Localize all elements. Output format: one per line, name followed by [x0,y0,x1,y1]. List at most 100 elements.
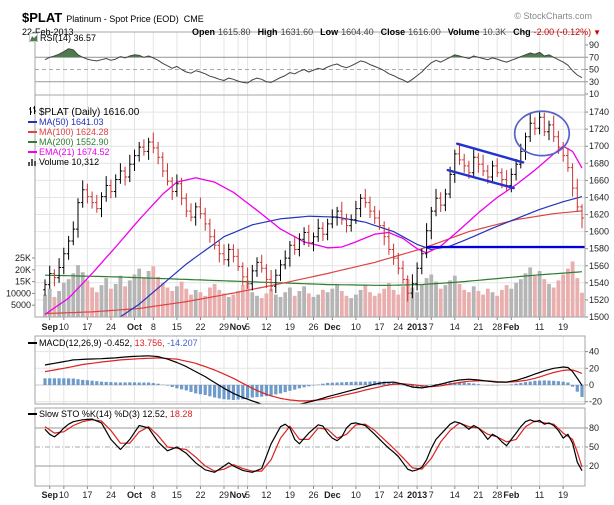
x-tick-label: 2013 [407,322,427,332]
gridlines [35,32,585,486]
copyright: © StockCharts.com [514,11,592,21]
x-tick-label: 12 [261,490,271,500]
price-tick-label: 1620 [589,210,609,220]
top-circle-annotation [513,110,571,157]
x-tick-label: 5 [245,322,250,332]
x-tick-label: 26 [308,490,318,500]
price-tick-label: 1740 [589,107,609,117]
rsi-panel [35,48,585,84]
x-tick-label: 29 [219,322,229,332]
chg-label: Chg [513,27,531,37]
sto-tick-label: 50 [589,442,599,452]
macd-tick-label: 40 [589,347,599,357]
x-tick-label: 10 [59,490,69,500]
price-tick-label: 1540 [589,278,609,288]
macd-tick-label: 0 [589,380,594,390]
ohlc-bars [43,112,584,302]
x-tick-label: 10 [59,322,69,332]
chg-value: -2.00 (-0.12%) [533,27,592,37]
x-tick-label: 19 [285,490,295,500]
sto-tick-label: 80 [589,423,599,433]
x-tick-label: 21 [473,490,483,500]
x-tick-label: 17 [82,490,92,500]
volume-label: Volume [447,27,480,37]
x-tick-label: 19 [285,322,295,332]
flag-lower-trendline [446,168,515,190]
x-tick-label: Feb [503,490,520,500]
header: $PLAT Platinum - Spot Price (EOD) CME [22,9,204,27]
x-tick-label: 11 [535,322,544,332]
x-tick-label: 7 [429,322,434,332]
close-label: Close [380,27,406,37]
macd-axis: 40 20 0 -20 [585,347,602,407]
x-tick-label: 19 [558,490,568,500]
x-tick-label: 10 [351,490,361,500]
quote-bar: Open 1615.80 High 1631.60 Low 1604.40 Close 161… [192,27,601,37]
rsi-axis: 90 70 50 30 10 [585,40,599,99]
x-tick-label: Oct [127,322,142,332]
volume-tick-label: 10000 [6,288,31,298]
macd-panel [43,355,584,404]
x-tick-label: 29 [219,490,229,500]
price-tick-label: 1500 [589,312,609,322]
price-tick-label: 1660 [589,175,609,185]
x-tick-label: 14 [450,490,460,500]
open-label: Open [192,27,216,37]
up-bars [43,112,551,299]
volume-tick-label: 5000 [11,300,31,310]
instrument-description: Platinum - Spot Price (EOD) [66,14,179,24]
x-tick-label: 21 [473,322,483,332]
x-tick-label: 22 [195,322,205,332]
ma200-line [44,271,583,286]
x-tick-label: 24 [106,322,116,332]
ma100-line [44,210,583,315]
x-tick-label: 26 [308,322,318,332]
x-tick-label: Feb [503,322,520,332]
x-tick-label: 15 [172,322,182,332]
high-label: High [257,27,278,37]
macd-tick-label: -20 [589,397,602,407]
x-tick-label: 14 [450,322,460,332]
macd-tick-label: 20 [589,363,599,373]
down-bars [52,112,584,302]
x-tick-label: 7 [429,490,434,500]
rsi-line [44,48,583,84]
low-value: 1604.40 [341,27,374,37]
x-tick-label: Sep [41,490,58,500]
close-value: 1616.00 [408,27,441,37]
x-tick-label: 24 [393,322,403,332]
change-down-arrow-icon: ▼ [593,28,602,37]
volume-tick-label: 20K [15,265,31,275]
x-tick-label: 8 [151,322,156,332]
price-axis: 1740 1720 1700 1680 1660 1640 1620 1600 1580 1560… [585,107,609,322]
x-tick-label: Oct [127,490,142,500]
ma50-line [119,196,583,317]
price-tick-label: 1600 [589,227,609,237]
sto-tick-label: 20 [589,461,599,471]
price-tick-label: 1520 [589,295,609,305]
volume-tick-label: 25K [15,253,31,263]
x-tick-label: 15 [172,490,182,500]
price-tick-label: 1560 [589,261,609,271]
chart-date: 22-Feb-2013 [22,27,74,37]
x-tick-label: Nov [230,322,247,332]
x-tick-label: Dec [324,490,341,500]
x-tick-label: 17 [82,322,92,332]
x-tick-label: 8 [151,490,156,500]
price-tick-label: 1680 [589,158,609,168]
price-tick-label: 1720 [589,124,609,134]
x-tick-label: 22 [195,490,205,500]
x-tick-label: Sep [41,322,58,332]
x-tick-label: 28 [492,322,502,332]
rsi-tick-label: 70 [589,52,599,62]
panel-borders [34,31,586,487]
x-tick-label: 28 [492,490,502,500]
sto-d-line [44,419,583,472]
flag-upper-trendline [455,142,525,164]
high-value: 1631.60 [280,27,314,37]
sto-k-line [44,418,583,473]
open-value: 1615.80 [218,27,251,37]
